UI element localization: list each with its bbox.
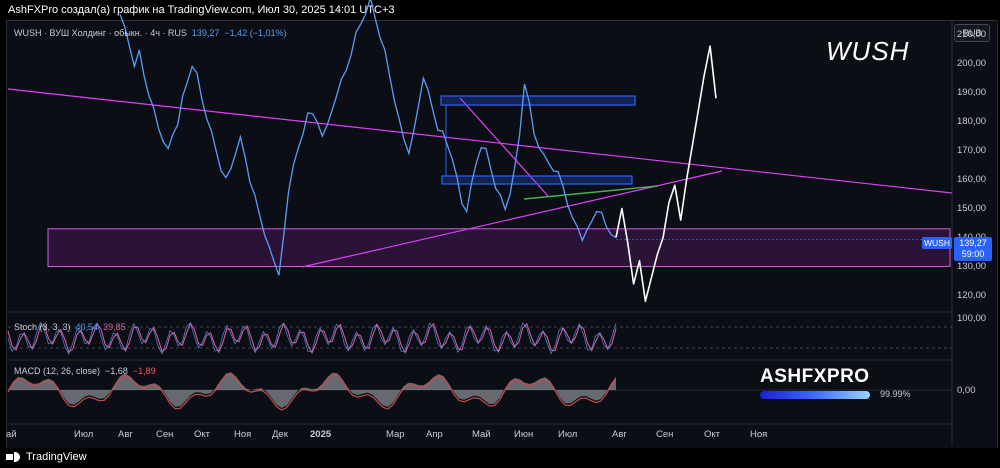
channel-trendline xyxy=(459,97,549,197)
time-tick-label: Окт xyxy=(704,429,721,440)
stoch-k: 40,54 xyxy=(75,322,99,332)
legend-change: −1,42 (−1,01%) xyxy=(224,28,287,38)
ashfxpro-brand: ASHFXPRO 99.99% xyxy=(760,366,920,412)
stoch-label: Stoch (3, 3, 3) xyxy=(14,322,71,332)
brand-name: ASHFXPRO xyxy=(760,366,870,387)
green-trendline xyxy=(523,185,659,200)
footer-bar: TradingView xyxy=(0,448,1000,468)
stoch-d: 39,85 xyxy=(103,322,126,332)
forecast-path xyxy=(615,45,717,303)
chart-header-title: AshFXPro создал(а) график на TradingView… xyxy=(8,4,395,16)
stoch-axis-upper: 100,00 xyxy=(957,313,987,324)
price-tick-label: 190,00 xyxy=(957,86,987,98)
time-tick-label: Дек xyxy=(272,429,288,440)
tradingview-logo-icon xyxy=(6,452,20,462)
price-tick-label: 180,00 xyxy=(957,115,987,127)
time-tick-label: Июл xyxy=(74,429,94,440)
price-tick-label: 170,00 xyxy=(957,144,987,156)
macd-hist: −1,68 xyxy=(105,366,128,376)
resistance-box xyxy=(440,95,636,106)
macd-signal: −1,89 xyxy=(132,366,156,376)
legend-symbol: WUSH · ВУШ Холдинг · обыкн. · 4ч · RUS xyxy=(14,28,187,38)
stoch-k-line xyxy=(7,321,617,355)
brand-percent: 99.99% xyxy=(880,389,911,399)
price-tick-label: 120,00 xyxy=(957,289,987,301)
bar-countdown: 59:00 xyxy=(961,249,985,259)
time-tick-label: Сен xyxy=(656,429,674,440)
price-tick-label: 130,00 xyxy=(957,260,987,272)
macd-label: MACD (12, 26, close) xyxy=(14,366,101,376)
price-tick-label: 160,00 xyxy=(957,173,987,185)
last-price-tag: 139,27 59:00 xyxy=(954,237,992,261)
header-bar: AshFXPro создал(а) график на TradingView… xyxy=(0,0,1000,20)
chart-watermark-title: WUSH xyxy=(826,36,910,66)
price-tick-label: 150,00 xyxy=(957,202,987,214)
time-tick-label: Сен xyxy=(156,429,174,440)
support-zone xyxy=(47,228,951,268)
time-tick-label: 2025 xyxy=(310,429,332,440)
tradingview-brand: TradingView xyxy=(26,451,87,463)
stoch-legend: Stoch (3, 3, 3) 40,54 39,85 xyxy=(14,322,126,332)
legend-close: 139,27 xyxy=(191,28,220,38)
currency-button[interactable]: RUB xyxy=(954,24,990,42)
price-series-line xyxy=(119,0,617,276)
price-tick-label: 200,00 xyxy=(957,57,987,69)
main-legend: WUSH · ВУШ Холдинг · обыкн. · 4ч · RUS 1… xyxy=(14,28,286,38)
last-price-symbol: WUSH xyxy=(922,237,952,249)
macd-legend: MACD (12, 26, close) −1,68 −1,89 xyxy=(14,366,156,376)
time-tick-label: Апр xyxy=(426,429,443,440)
time-tick-label: Авг xyxy=(612,429,627,440)
macd-axis-zero: 0,00 xyxy=(957,385,976,396)
macd-histogram xyxy=(8,372,616,408)
time-tick-label: Ноя xyxy=(750,429,768,440)
time-tick-label: Мар xyxy=(386,429,405,440)
time-tick-label: Окт xyxy=(194,429,211,440)
time-tick-label: Авг xyxy=(118,429,133,440)
tradingview-logo[interactable]: TradingView xyxy=(6,451,87,463)
time-tick-label: Июн xyxy=(514,429,534,440)
descending-trendline xyxy=(7,88,953,194)
last-price-value: 139,27 xyxy=(959,238,987,248)
time-tick-label: Июл xyxy=(558,429,578,440)
time-tick-label: Ноя xyxy=(234,429,252,440)
middle-box xyxy=(441,175,633,185)
chart-frame[interactable] xyxy=(6,20,998,449)
time-tick-label: Май xyxy=(472,429,491,440)
price-tick-label: 210,00 xyxy=(957,28,987,40)
time-tick-label: ай xyxy=(6,429,17,440)
macd-signal-line xyxy=(7,373,617,411)
brand-progress-bar xyxy=(760,391,870,399)
